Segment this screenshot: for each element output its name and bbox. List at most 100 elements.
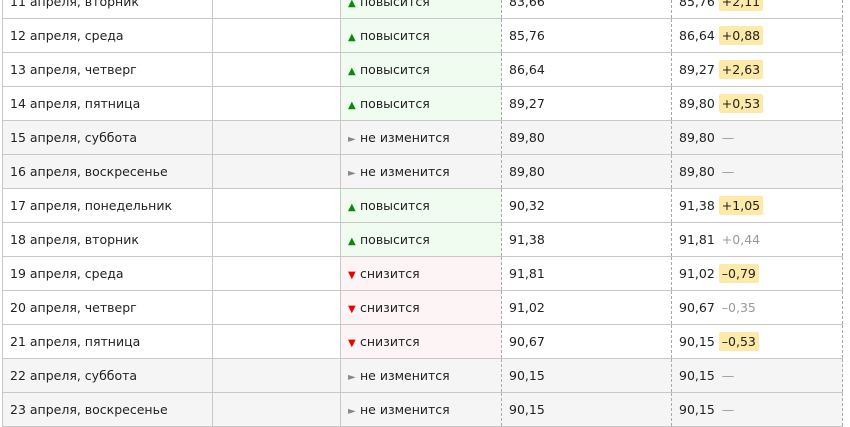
table-row: 18 апреля, вторник ▲ повысится 91,38 91,81 +0… xyxy=(2,223,843,257)
trend-label: повысится xyxy=(360,62,430,77)
date-cell: 17 апреля, понедельник xyxy=(2,189,213,222)
open-value: 89,80 xyxy=(502,155,672,188)
table-row: 22 апреля, суббота ► не изменится 90,15 90,1… xyxy=(2,359,843,393)
change-badge: — xyxy=(721,164,735,179)
close-value: 90,15 xyxy=(679,402,715,417)
open-value: 90,67 xyxy=(502,325,672,358)
trend-cell: ▲ повысится xyxy=(341,223,502,256)
close-value: 90,67 xyxy=(679,300,715,315)
close-cell: 90,15 — xyxy=(672,393,843,426)
close-value: 86,64 xyxy=(679,28,715,43)
change-badge: –0,35 xyxy=(721,300,756,315)
date-cell: 21 апреля, пятница xyxy=(2,325,213,358)
empty-cell xyxy=(213,257,341,290)
date-cell: 12 апреля, среда xyxy=(2,19,213,52)
trend-cell: ▲ повысится xyxy=(341,19,502,52)
empty-cell xyxy=(213,393,341,426)
open-value: 91,38 xyxy=(502,223,672,256)
triangle-right-icon: ► xyxy=(348,134,356,145)
triangle-down-icon: ▼ xyxy=(348,338,356,349)
open-value: 90,15 xyxy=(502,393,672,426)
change-badge: — xyxy=(721,402,735,417)
change-badge: +2,63 xyxy=(718,60,764,79)
date-cell: 22 апреля, суббота xyxy=(2,359,213,392)
date-cell: 15 апреля, суббота xyxy=(2,121,213,154)
triangle-right-icon: ► xyxy=(348,406,356,417)
trend-label: повысится xyxy=(360,232,430,247)
empty-cell xyxy=(213,325,341,358)
empty-cell xyxy=(213,19,341,52)
triangle-up-icon: ▲ xyxy=(348,100,356,111)
change-badge: +1,05 xyxy=(718,196,764,215)
close-cell: 85,76 +2,11 xyxy=(672,0,843,18)
trend-label: не изменится xyxy=(360,130,450,145)
table-row: 14 апреля, пятница ▲ повысится 89,27 89,80 +0… xyxy=(2,87,843,121)
open-value: 89,80 xyxy=(502,121,672,154)
close-value: 91,38 xyxy=(679,198,715,213)
empty-cell xyxy=(213,189,341,222)
trend-label: не изменится xyxy=(360,164,450,179)
close-cell: 91,02 –0,79 xyxy=(672,257,843,290)
trend-cell: ▲ повысится xyxy=(341,0,502,18)
trend-cell: ▲ повысится xyxy=(341,189,502,222)
date-cell: 19 апреля, среда xyxy=(2,257,213,290)
table-row: 21 апреля, пятница ▼ снизится 90,67 90,15 –0,… xyxy=(2,325,843,359)
table-row: 13 апреля, четверг ▲ повысится 86,64 89,27 +2… xyxy=(2,53,843,87)
close-cell: 89,80 — xyxy=(672,121,843,154)
close-value: 85,76 xyxy=(679,0,715,9)
empty-cell xyxy=(213,155,341,188)
close-cell: 89,80 — xyxy=(672,155,843,188)
table-row: 19 апреля, среда ▼ снизится 91,81 91,02 –0,79 xyxy=(2,257,843,291)
close-value: 89,80 xyxy=(679,130,715,145)
table-row: 20 апреля, четверг ▼ снизится 91,02 90,67 –0,… xyxy=(2,291,843,325)
close-value: 91,81 xyxy=(679,232,715,247)
close-cell: 90,15 –0,53 xyxy=(672,325,843,358)
trend-cell: ► не изменится xyxy=(341,359,502,392)
trend-label: повысится xyxy=(360,198,430,213)
change-badge: — xyxy=(721,130,735,145)
close-value: 89,27 xyxy=(679,62,715,77)
close-cell: 90,67 –0,35 xyxy=(672,291,843,324)
open-value: 86,64 xyxy=(502,53,672,86)
empty-cell xyxy=(213,291,341,324)
date-cell: 13 апреля, четверг xyxy=(2,53,213,86)
close-value: 90,15 xyxy=(679,368,715,383)
table-row: 16 апреля, воскресенье ► не изменится 89,80… xyxy=(2,155,843,189)
trend-cell: ▲ повысится xyxy=(341,87,502,120)
open-value: 90,32 xyxy=(502,189,672,222)
table-row: 23 апреля, воскресенье ► не изменится 90,15… xyxy=(2,393,843,427)
trend-cell: ▼ снизится xyxy=(341,325,502,358)
trend-cell: ▼ снизится xyxy=(341,257,502,290)
trend-cell: ► не изменится xyxy=(341,155,502,188)
date-cell: 20 апреля, четверг xyxy=(2,291,213,324)
triangle-up-icon: ▲ xyxy=(348,0,356,9)
triangle-down-icon: ▼ xyxy=(348,304,356,315)
close-cell: 91,38 +1,05 xyxy=(672,189,843,222)
empty-cell xyxy=(213,87,341,120)
open-value: 89,27 xyxy=(502,87,672,120)
trend-cell: ► не изменится xyxy=(341,121,502,154)
open-value: 83,66 xyxy=(502,0,672,18)
open-value: 91,02 xyxy=(502,291,672,324)
trend-label: повысится xyxy=(360,96,430,111)
date-cell: 18 апреля, вторник xyxy=(2,223,213,256)
open-value: 90,15 xyxy=(502,359,672,392)
trend-label: снизится xyxy=(360,300,420,315)
change-badge: +2,11 xyxy=(718,0,764,11)
change-badge: +0,44 xyxy=(721,232,761,247)
close-cell: 89,80 +0,53 xyxy=(672,87,843,120)
trend-label: повысится xyxy=(360,0,430,9)
table-row: 12 апреля, среда ▲ повысится 85,76 86,64 +0,8… xyxy=(2,19,843,53)
change-badge: — xyxy=(721,368,735,383)
triangle-up-icon: ▲ xyxy=(348,32,356,43)
triangle-up-icon: ▲ xyxy=(348,202,356,213)
trend-label: повысится xyxy=(360,28,430,43)
close-value: 89,80 xyxy=(679,96,715,111)
triangle-right-icon: ► xyxy=(348,372,356,383)
empty-cell xyxy=(213,121,341,154)
empty-cell xyxy=(213,223,341,256)
change-badge: –0,53 xyxy=(718,332,759,351)
empty-cell xyxy=(213,53,341,86)
close-cell: 86,64 +0,88 xyxy=(672,19,843,52)
